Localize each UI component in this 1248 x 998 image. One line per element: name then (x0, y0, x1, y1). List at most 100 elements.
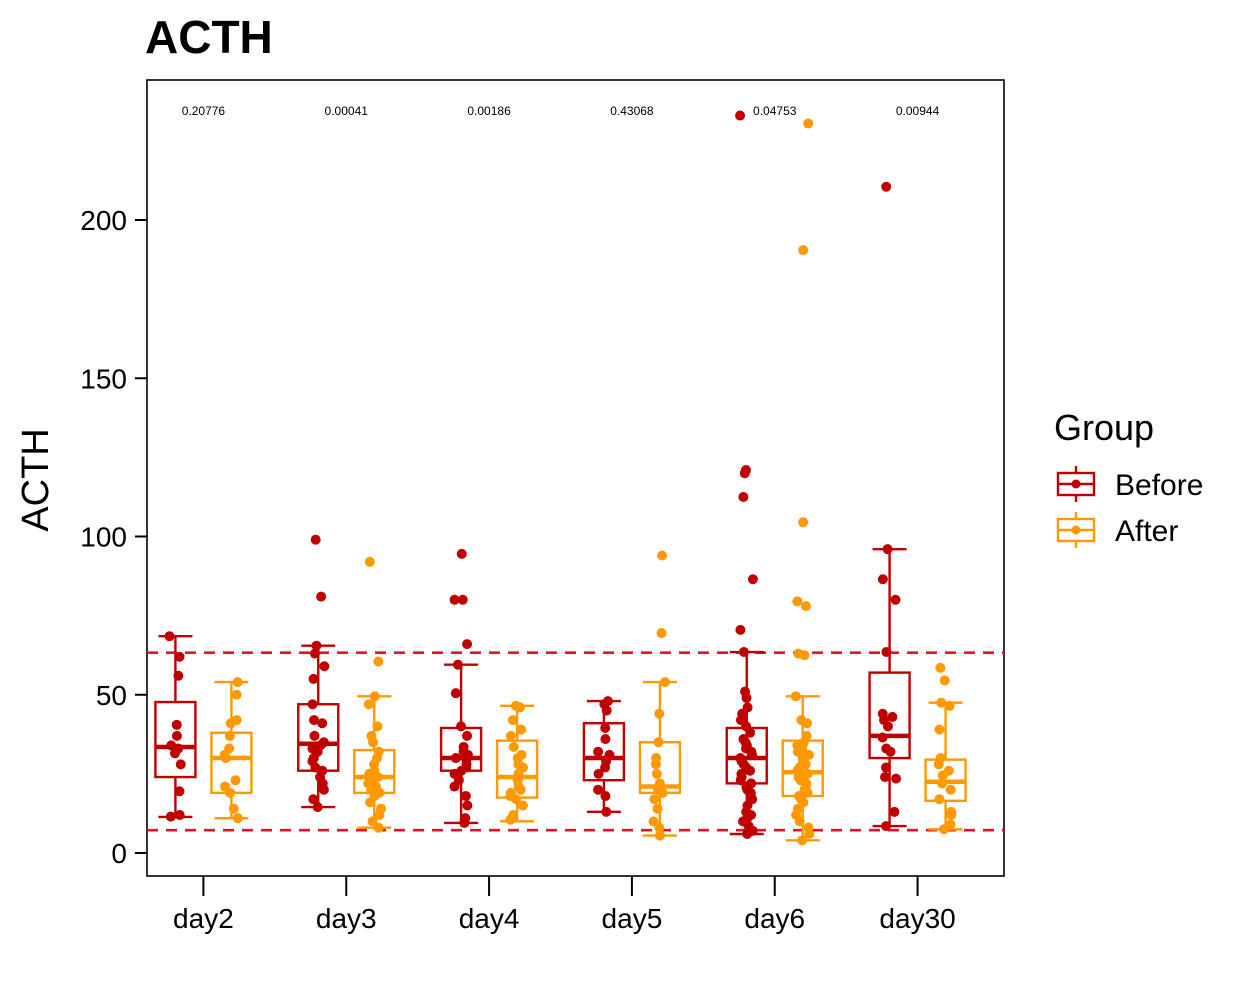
data-point-before-day2 (174, 786, 185, 797)
data-point-after-day4 (517, 800, 528, 811)
data-point-after-day2 (231, 689, 242, 700)
data-point-after-day6 (802, 787, 813, 798)
data-point-before-day30 (882, 721, 893, 732)
data-point-before-day3 (318, 784, 329, 795)
data-point-after-day6 (800, 601, 811, 612)
x-tick-label-day4: day4 (459, 903, 520, 934)
data-point-before-day4 (452, 659, 463, 670)
data-point-before-day3 (308, 673, 319, 684)
data-point-after-day30 (936, 697, 947, 708)
legend-point (1071, 479, 1081, 489)
data-point-after-day5 (657, 550, 668, 561)
data-point-before-day30 (890, 594, 901, 605)
legend-point (1071, 525, 1081, 535)
data-point-after-day5 (653, 737, 664, 748)
plot-panel (146, 79, 1005, 877)
data-point-after-day30 (944, 700, 955, 711)
data-point-before-day3 (309, 648, 320, 659)
x-tick-label-day5: day5 (602, 903, 663, 934)
data-points (164, 110, 957, 846)
data-point-before-day5 (600, 734, 611, 745)
data-point-after-day2 (224, 730, 235, 741)
box-iqr (154, 700, 197, 779)
data-point-before-day30 (880, 772, 891, 783)
p-value-label-day2: 0.20776 (182, 104, 226, 118)
data-point-before-day30 (881, 821, 892, 832)
data-point-before-day3 (317, 718, 328, 729)
p-value-label-day30: 0.00944 (896, 104, 940, 118)
data-point-before-day4 (449, 781, 460, 792)
x-axis: day2 day3 day4 day5 day6 day30 (173, 876, 956, 934)
data-point-before-day30 (877, 732, 888, 743)
data-point-after-day5 (652, 803, 663, 814)
data-point-after-day4 (508, 741, 519, 752)
data-point-before-day2 (174, 651, 185, 662)
data-point-after-day3 (367, 816, 378, 827)
data-point-after-day30 (937, 778, 948, 789)
data-point-before-day3 (312, 802, 323, 813)
data-point-after-day3 (365, 797, 376, 808)
data-point-after-day6 (798, 517, 809, 528)
data-point-after-day4 (516, 724, 527, 735)
data-point-before-day5 (593, 746, 604, 757)
x-tick-label-day6: day6 (744, 903, 805, 934)
data-point-before-day4 (462, 639, 473, 650)
data-point-before-day4 (450, 688, 461, 699)
data-point-before-day2 (175, 759, 186, 770)
data-point-after-day2 (225, 787, 236, 798)
data-point-after-day30 (945, 784, 956, 795)
data-point-after-day6 (794, 816, 805, 827)
data-point-before-day6 (735, 624, 746, 635)
data-point-after-day3 (369, 691, 380, 702)
data-point-after-day2 (232, 813, 243, 824)
data-point-before-day3 (310, 534, 321, 545)
data-point-before-day30 (880, 762, 891, 773)
data-point-before-day6 (739, 468, 750, 479)
p-value-label-day5: 0.43068 (610, 104, 654, 118)
data-point-before-day6 (747, 749, 758, 760)
data-point-after-day5 (656, 628, 667, 639)
data-point-before-day30 (877, 574, 888, 585)
data-point-after-day3 (373, 822, 384, 833)
data-point-before-day30 (889, 806, 900, 817)
data-point-before-day6 (738, 491, 749, 502)
data-point-before-day5 (601, 705, 612, 716)
data-point-after-day3 (373, 656, 384, 667)
box-iqr (868, 671, 911, 760)
data-point-before-day5 (600, 791, 611, 802)
data-point-after-day4 (514, 702, 525, 713)
chart-title: ACTH (145, 11, 273, 63)
data-point-after-day6 (792, 596, 803, 607)
data-point-after-day2 (232, 677, 243, 688)
data-point-after-day30 (939, 675, 950, 686)
y-tick-label-100: 100 (80, 522, 127, 553)
legend-key-before (1056, 466, 1096, 502)
data-point-before-day4 (460, 791, 471, 802)
data-point-before-day2 (171, 730, 182, 741)
data-point-after-day5 (654, 708, 665, 719)
data-point-before-day4 (457, 594, 468, 605)
data-point-before-day4 (462, 730, 473, 741)
data-point-after-day3 (374, 810, 385, 821)
data-point-before-day30 (881, 647, 892, 658)
data-point-before-day4 (449, 594, 460, 605)
data-point-after-day6 (802, 718, 813, 729)
data-point-after-day5 (650, 759, 661, 770)
data-point-before-day3 (319, 661, 330, 672)
legend: Group Before After (1054, 407, 1203, 548)
data-point-before-day30 (885, 746, 896, 757)
data-point-before-day3 (307, 699, 318, 710)
data-point-before-day5 (600, 762, 611, 773)
data-point-after-day6 (803, 118, 814, 129)
data-point-after-day3 (372, 772, 383, 783)
data-point-after-day6 (804, 829, 815, 840)
p-value-labels: 0.20776 0.00041 0.00186 0.43068 0.04753 0.009… (182, 104, 940, 118)
data-point-after-day30 (938, 824, 949, 835)
data-point-before-day4 (450, 753, 461, 764)
data-point-before-day6 (735, 110, 746, 121)
data-point-before-day5 (601, 806, 612, 817)
legend-label-before: Before (1115, 469, 1203, 502)
data-point-after-day2 (225, 718, 236, 729)
data-point-before-day2 (173, 670, 184, 681)
